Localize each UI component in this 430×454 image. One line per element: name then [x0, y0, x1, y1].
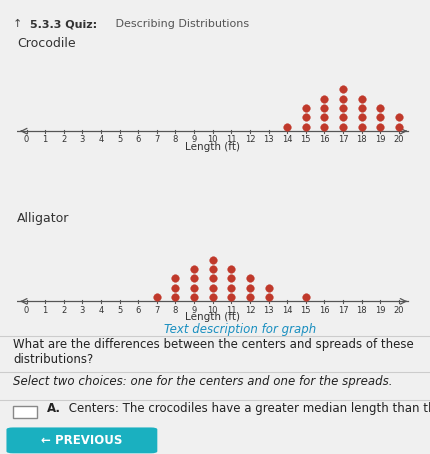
Text: 13: 13 — [263, 135, 273, 144]
FancyBboxPatch shape — [13, 406, 37, 418]
Text: 5: 5 — [117, 135, 122, 144]
Text: 9: 9 — [191, 135, 196, 144]
Text: 11: 11 — [226, 135, 236, 144]
Text: 1: 1 — [43, 135, 48, 144]
Text: Centers: The crocodiles have a greater median length than the: Centers: The crocodiles have a greater m… — [64, 402, 430, 415]
Text: 2: 2 — [61, 306, 66, 315]
Text: Length (ft): Length (ft) — [185, 142, 240, 152]
Text: A.: A. — [47, 402, 61, 415]
Text: 14: 14 — [281, 135, 292, 144]
Text: 19: 19 — [374, 135, 384, 144]
Text: ← PREVIOUS: ← PREVIOUS — [41, 434, 122, 447]
Text: 0: 0 — [24, 135, 29, 144]
Text: Describing Distributions: Describing Distributions — [112, 19, 249, 30]
Text: Text description for graph: Text description for graph — [163, 322, 315, 336]
Text: What are the differences between the centers and spreads of these
distributions?: What are the differences between the cen… — [13, 338, 413, 366]
Text: 4: 4 — [98, 135, 103, 144]
Text: Select two choices: one for the centers and one for the spreads.: Select two choices: one for the centers … — [13, 375, 392, 388]
Text: 3: 3 — [80, 306, 85, 315]
Text: 15: 15 — [300, 135, 310, 144]
Text: Crocodile: Crocodile — [17, 37, 76, 50]
Text: 16: 16 — [318, 135, 329, 144]
Text: 1: 1 — [43, 306, 48, 315]
Text: ↑: ↑ — [13, 19, 22, 30]
Text: 12: 12 — [244, 135, 255, 144]
Text: 12: 12 — [244, 306, 255, 315]
Text: 10: 10 — [207, 306, 218, 315]
Text: 5: 5 — [117, 306, 122, 315]
FancyBboxPatch shape — [6, 428, 157, 453]
Text: 11: 11 — [226, 306, 236, 315]
Text: 8: 8 — [172, 306, 178, 315]
Text: 16: 16 — [318, 306, 329, 315]
Text: 20: 20 — [393, 306, 403, 315]
Text: 6: 6 — [135, 306, 141, 315]
Text: 4: 4 — [98, 306, 103, 315]
Text: 10: 10 — [207, 135, 218, 144]
Text: Length (ft): Length (ft) — [185, 312, 240, 322]
Text: 17: 17 — [337, 306, 347, 315]
Text: 19: 19 — [374, 306, 384, 315]
Text: 8: 8 — [172, 135, 178, 144]
Text: 9: 9 — [191, 306, 196, 315]
Text: Alligator: Alligator — [17, 212, 70, 225]
Text: 20: 20 — [393, 135, 403, 144]
Text: 7: 7 — [154, 306, 159, 315]
Text: 15: 15 — [300, 306, 310, 315]
Text: 7: 7 — [154, 135, 159, 144]
Text: 18: 18 — [356, 306, 366, 315]
Text: 18: 18 — [356, 135, 366, 144]
Text: 3: 3 — [80, 135, 85, 144]
Text: 13: 13 — [263, 306, 273, 315]
Text: 5.3.3 Quiz:: 5.3.3 Quiz: — [30, 19, 97, 30]
Text: 6: 6 — [135, 135, 141, 144]
Text: 0: 0 — [24, 306, 29, 315]
Text: 17: 17 — [337, 135, 347, 144]
Text: 2: 2 — [61, 135, 66, 144]
Text: 14: 14 — [281, 306, 292, 315]
